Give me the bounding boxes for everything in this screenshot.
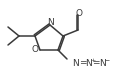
Text: N: N — [48, 18, 54, 27]
Text: N: N — [72, 59, 79, 68]
Text: +: + — [90, 58, 95, 63]
Text: =: = — [92, 59, 99, 68]
Text: =: = — [79, 59, 87, 68]
Text: N: N — [99, 59, 106, 68]
Text: O: O — [76, 8, 82, 17]
Text: N: N — [85, 59, 92, 68]
Text: O: O — [31, 46, 38, 55]
Text: −: − — [104, 58, 109, 63]
